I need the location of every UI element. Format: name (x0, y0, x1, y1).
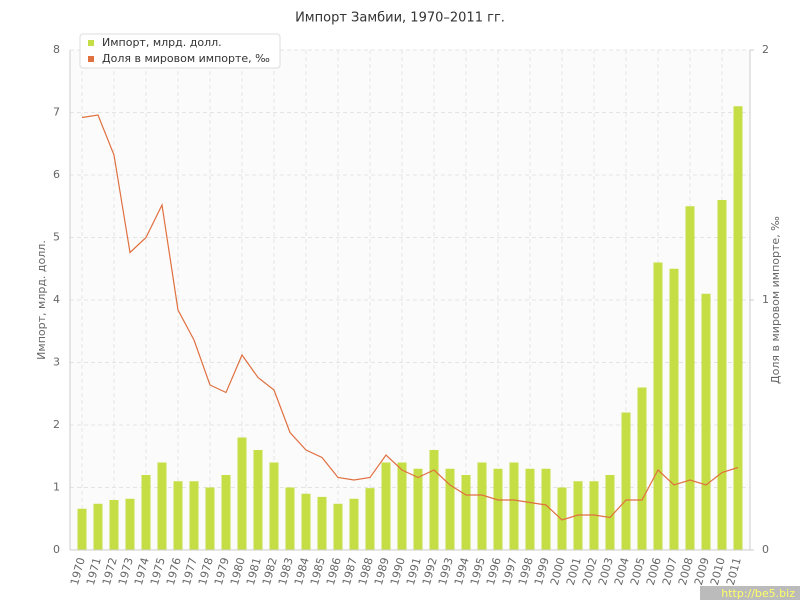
bar (253, 450, 263, 550)
y-tick-label: 1 (53, 481, 60, 494)
bar (541, 468, 551, 550)
bar (173, 481, 183, 550)
bar (93, 503, 103, 550)
bar (605, 475, 615, 550)
y-axis-title: Импорт, млрд. долл. (35, 240, 48, 360)
bar (269, 462, 279, 550)
bar (685, 206, 695, 550)
y2-tick-label: 0 (762, 543, 769, 556)
bar (157, 462, 167, 550)
bar (285, 487, 295, 550)
marks (77, 106, 743, 550)
legend-swatch (88, 56, 94, 62)
y-tick-label: 8 (53, 43, 60, 56)
legend-box (79, 33, 281, 69)
y-tick-label: 5 (53, 231, 60, 244)
bar (461, 475, 471, 550)
y-tick-label: 2 (53, 418, 60, 431)
y-tick-label: 4 (53, 293, 60, 306)
bar (717, 200, 727, 550)
bar (669, 268, 679, 550)
bar (109, 500, 119, 550)
bar (397, 462, 407, 550)
legend: Импорт, млрд. долл. Доля в мировом импорт… (79, 33, 281, 69)
bar (77, 508, 87, 550)
bar (509, 462, 519, 550)
y2-tick-label: 2 (762, 43, 769, 56)
bar (621, 412, 631, 550)
y-tick-label: 0 (53, 543, 60, 556)
bar (493, 468, 503, 550)
bar (413, 468, 423, 550)
watermark-box (700, 586, 800, 600)
legend-label: Импорт, млрд. долл. (102, 36, 222, 49)
y-tick-label: 3 (53, 356, 60, 369)
bar (653, 262, 663, 550)
y2-tick-label: 1 (762, 293, 769, 306)
bar (557, 487, 567, 550)
legend-label: Доля в мировом импорте, ‰ (102, 52, 270, 65)
bar (317, 496, 327, 550)
bar (333, 503, 343, 550)
bar (141, 475, 151, 550)
legend-swatch (88, 40, 94, 46)
bar (445, 468, 455, 550)
y-tick-label: 6 (53, 168, 60, 181)
bar (589, 481, 599, 550)
bar (349, 498, 359, 550)
bar (733, 106, 743, 550)
bar (221, 475, 231, 550)
bar (365, 488, 375, 550)
chart-title: Импорт Замбии, 1970–2011 гг. (295, 11, 505, 26)
bar (301, 493, 311, 550)
bar (205, 487, 215, 550)
bar (237, 437, 247, 550)
bar (477, 462, 487, 550)
bar (525, 468, 535, 550)
bar (637, 387, 647, 550)
bar (429, 450, 439, 550)
bar (381, 462, 391, 550)
bar (125, 498, 135, 550)
line (81, 114, 739, 521)
y2-axis-title: Доля в мировом импорте, ‰ (769, 216, 782, 384)
y-tick-label: 7 (53, 106, 60, 119)
bar (189, 481, 199, 550)
watermark: http://be5.biz (721, 587, 795, 600)
bar (701, 293, 711, 550)
